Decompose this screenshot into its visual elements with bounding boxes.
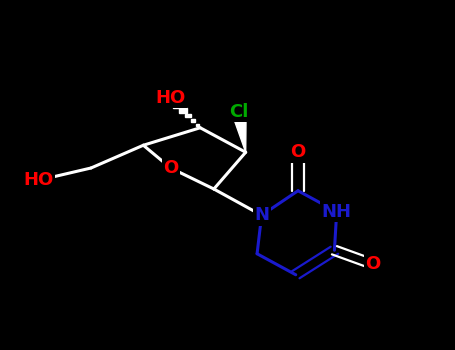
Polygon shape bbox=[173, 103, 182, 108]
Text: N: N bbox=[254, 206, 269, 224]
Text: O: O bbox=[365, 255, 381, 273]
Text: O: O bbox=[163, 159, 178, 177]
Text: O: O bbox=[290, 143, 306, 161]
Text: NH: NH bbox=[322, 203, 352, 221]
Polygon shape bbox=[191, 119, 195, 122]
Polygon shape bbox=[168, 97, 178, 104]
Polygon shape bbox=[179, 108, 187, 113]
Polygon shape bbox=[185, 113, 191, 117]
Polygon shape bbox=[232, 111, 246, 152]
Text: Cl: Cl bbox=[229, 103, 248, 121]
Text: HO: HO bbox=[24, 171, 54, 189]
Text: HO: HO bbox=[156, 89, 186, 107]
Polygon shape bbox=[196, 124, 199, 126]
